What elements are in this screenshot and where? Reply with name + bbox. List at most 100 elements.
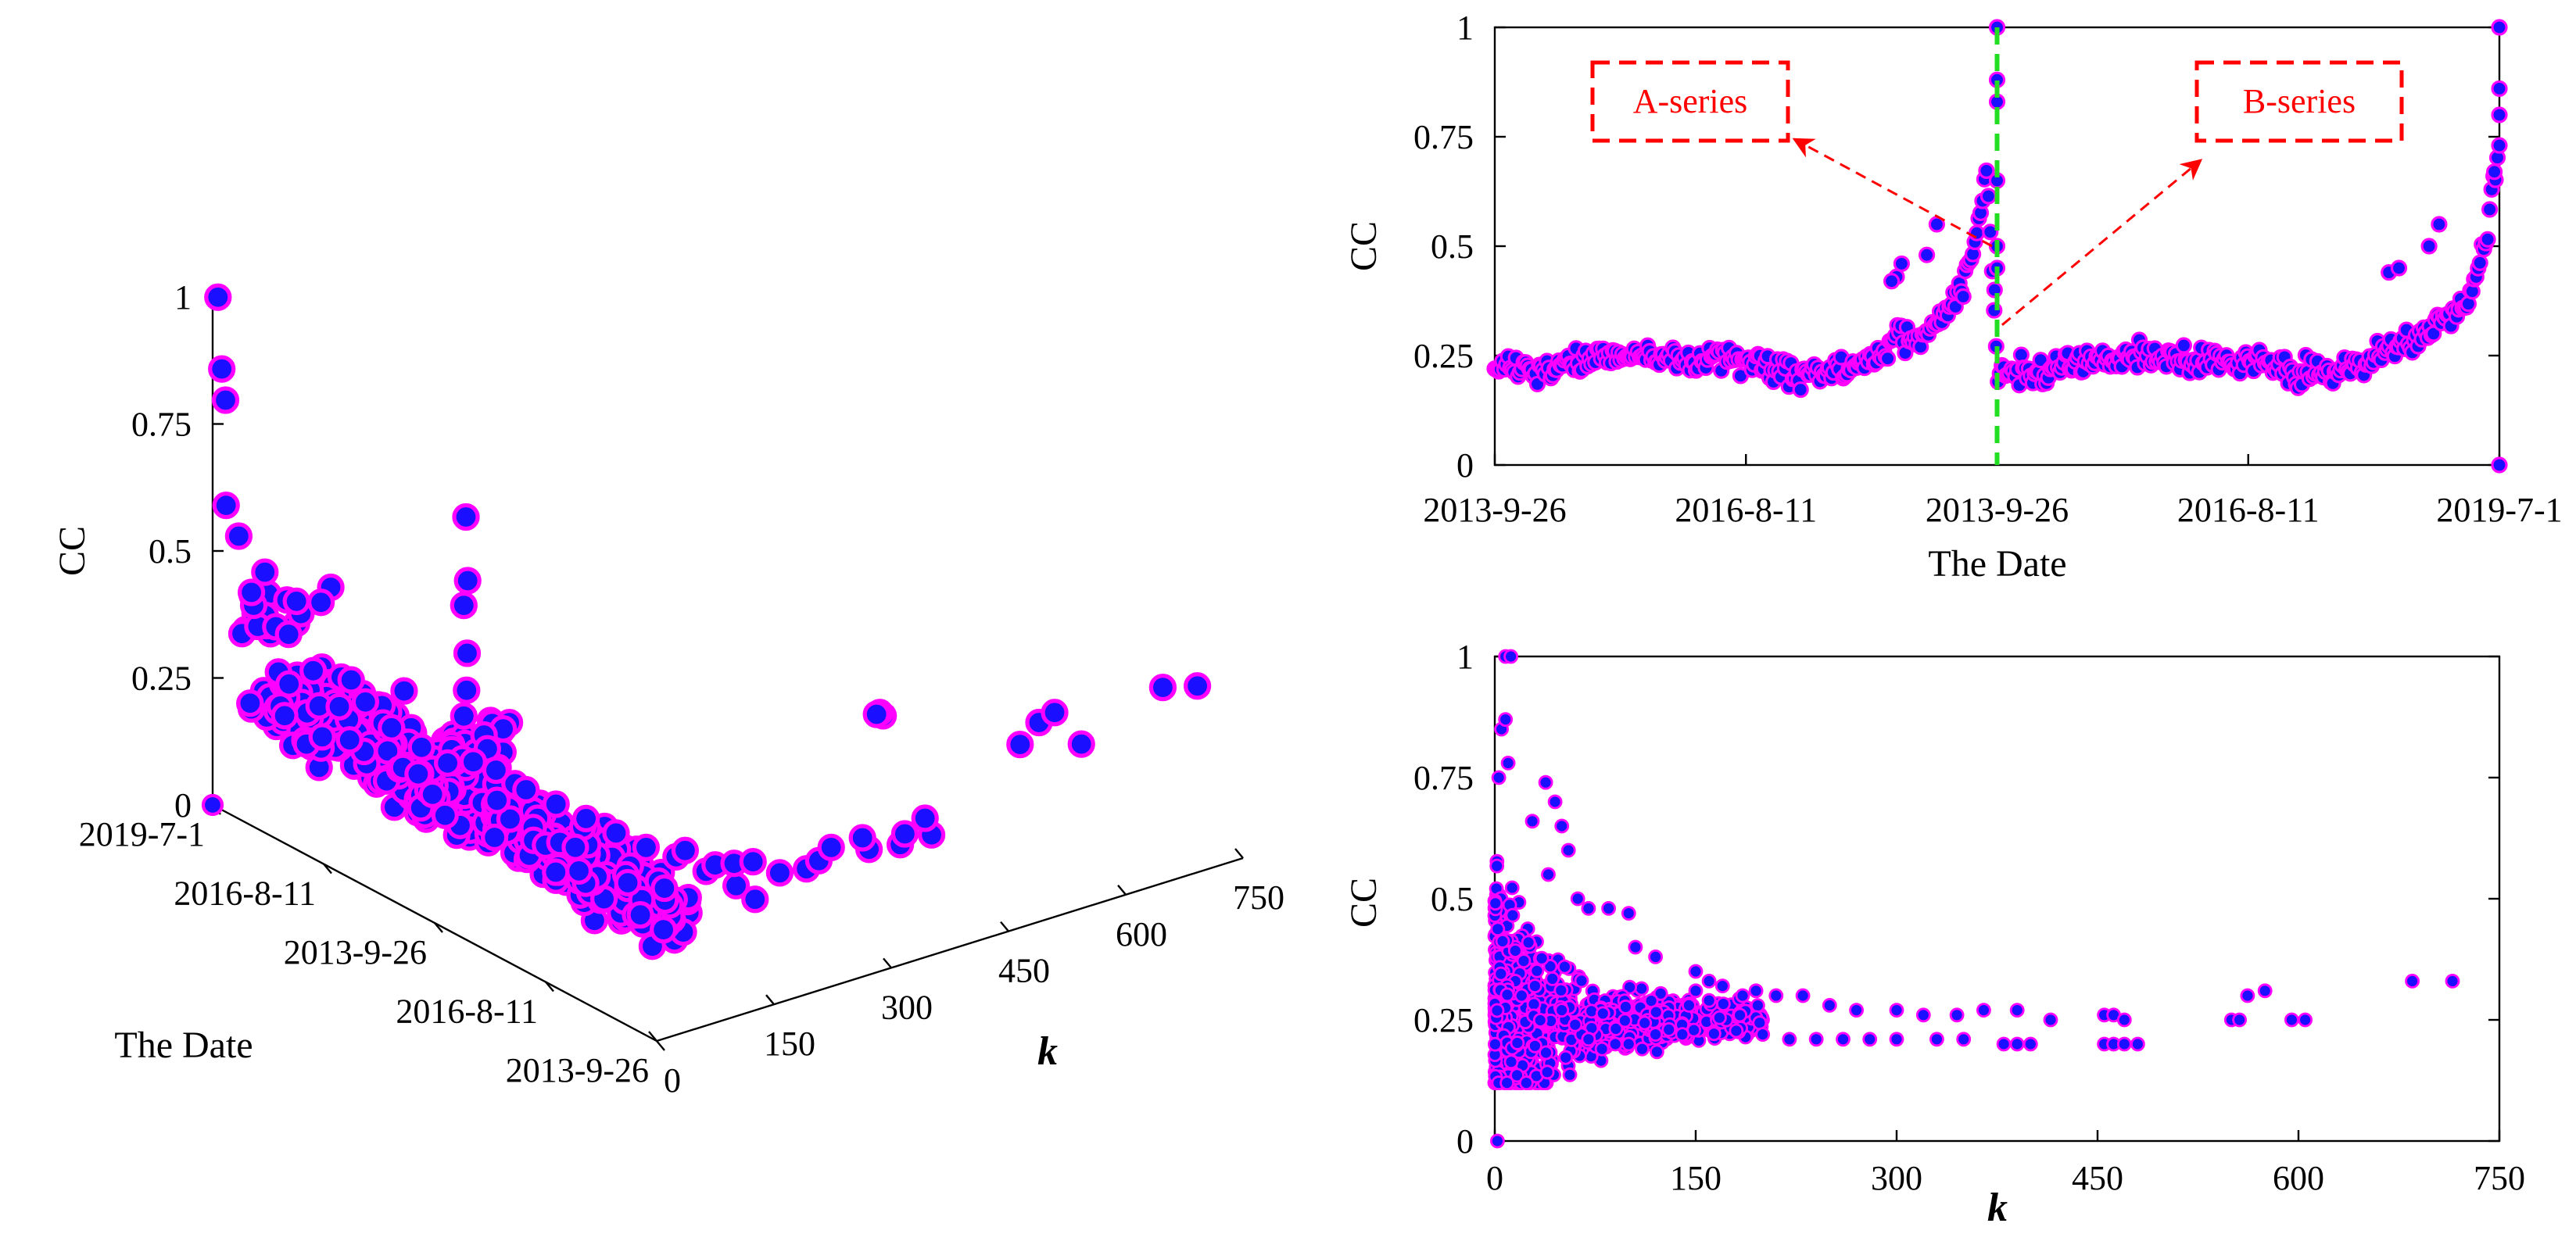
- scatter-3d-point: [404, 760, 432, 788]
- time-scatter-point: [1893, 255, 1910, 272]
- k-scatter-point: [1490, 1133, 1505, 1149]
- scatter-3d-point: [201, 793, 224, 817]
- time-scatter-point: [1792, 381, 1809, 399]
- k-scatter-point: [1528, 1038, 1542, 1053]
- k-scatter-point: [1617, 1013, 1632, 1028]
- time-scatter-point: [1986, 281, 2003, 299]
- k-scatter-point: [2445, 974, 2460, 989]
- k-tick-label: 750: [1233, 878, 1284, 917]
- time-x-tick-label: 2013-9-26: [1926, 491, 2069, 529]
- scatter-3d-point: [390, 677, 418, 705]
- k-scatter-point: [1915, 1007, 1931, 1023]
- k-scatter-point: [1574, 973, 1589, 989]
- k-scatter-point: [1729, 1023, 1744, 1039]
- k-scatter-point: [1681, 998, 1696, 1013]
- time-x-label: The Date: [1928, 543, 2066, 585]
- k-scatter-point: [1519, 1075, 1534, 1090]
- k-scatter-point: [2009, 1003, 2025, 1018]
- k-scatter-point: [1562, 1067, 1578, 1082]
- k-scatter-point: [2257, 983, 2273, 999]
- k-y-tick-label: 0: [1456, 1122, 1474, 1161]
- scatter-3d-point: [1183, 672, 1212, 700]
- k-scatter-point: [1504, 880, 1520, 896]
- k-scatter-point: [1581, 1032, 1596, 1047]
- k-x-tick-label: 150: [1670, 1159, 1722, 1197]
- k-scatter-point: [2232, 1012, 2248, 1028]
- time-scatter-point: [2479, 231, 2496, 248]
- scatter-3d-point: [337, 666, 365, 694]
- k-scatter-point: [1505, 907, 1521, 923]
- k-scatter-point: [1862, 1032, 1878, 1047]
- b-series-arrow: [2001, 159, 2203, 326]
- time-scatter-point: [2481, 201, 2499, 218]
- k-tick-mark: [1000, 921, 1009, 932]
- scatter-3d-point: [211, 386, 240, 414]
- k-y-label: CC: [1343, 878, 1385, 928]
- k-scatter-point: [1889, 1032, 1904, 1047]
- k-scatter-point: [1795, 988, 1811, 1003]
- k-scatter-point: [1601, 901, 1617, 916]
- k-scatter-point: [1648, 950, 1664, 964]
- k-scatter-point: [1621, 906, 1636, 921]
- k-scatter-point: [1768, 988, 1784, 1003]
- date-axis-ticks: 2013-9-26 2016-8-11 2013-9-26 2016-8-11 2019…: [79, 804, 665, 1089]
- k-scatter-point: [1510, 1035, 1525, 1050]
- time-scatter-point: [2491, 137, 2508, 154]
- b-series-label: B-series: [2243, 82, 2356, 120]
- k-scatter-point: [1715, 996, 1731, 1011]
- scatter-3d-point: [351, 688, 380, 716]
- k-scatter-point: [1628, 939, 1643, 955]
- scatter-3d-points: [201, 283, 1212, 960]
- k-scatter-point: [1547, 794, 1563, 810]
- k-scatter-point: [1688, 983, 1704, 999]
- k-scatter-point: [2116, 1012, 2132, 1028]
- scatter-3d-point: [650, 874, 679, 903]
- time-scatter-point: [1979, 188, 1997, 205]
- k-scatter-point: [2298, 1012, 2313, 1028]
- time-scatter-point: [2431, 216, 2448, 233]
- k-scatter-point: [1701, 993, 1717, 1008]
- k-axis-ticks: 0 150 300 450 600 750: [648, 848, 1284, 1100]
- scatter-3d-point: [817, 833, 845, 862]
- k-scatter-point: [1488, 1036, 1503, 1052]
- time-scatter-point: [2486, 163, 2503, 181]
- scatter-3d-point: [251, 558, 279, 586]
- annotation-b-series: B-series: [2194, 60, 2404, 143]
- k-scatter-point: [1500, 756, 1516, 771]
- z-tick-label: 0.75: [131, 406, 192, 444]
- scatter-3d-point: [561, 833, 589, 861]
- time-y-label: CC: [1343, 221, 1385, 271]
- k-scatter-point: [1836, 1032, 1850, 1047]
- scatter-3d-point: [1006, 730, 1034, 759]
- scatter-3d-point: [542, 858, 570, 886]
- date-tick-mark: [656, 1040, 665, 1051]
- k-tick-mark: [648, 1031, 657, 1042]
- chart-time: 00.250.50.751 2013-9-26 2016-8-11 2013-9-2…: [1343, 9, 2563, 585]
- k-scatter-point: [1570, 891, 1585, 907]
- time-scatter-points: [1486, 19, 2508, 474]
- k-axis-label: k: [1037, 1029, 1058, 1074]
- k-scatter-point: [1648, 1004, 1664, 1020]
- k-x-label: k: [1987, 1186, 2008, 1230]
- k-scatter-point: [1996, 1036, 2012, 1052]
- time-x-ticks: 2013-9-26 2016-8-11 2013-9-26 2016-8-11 2019…: [1423, 454, 2563, 529]
- scatter-3d-point: [765, 859, 794, 887]
- k-tick-label: 150: [764, 1025, 815, 1063]
- k-scatter-point: [1849, 1003, 1865, 1018]
- k-scatter-point: [1503, 1054, 1519, 1070]
- k-scatter-point: [1493, 966, 1509, 982]
- z-tick-label: 1: [174, 278, 192, 317]
- k-scatter-point: [1581, 901, 1596, 916]
- k-scatter-point: [2043, 1012, 2058, 1028]
- scatter-3d-point: [237, 578, 266, 606]
- k-scatter-point: [1956, 1032, 1972, 1047]
- k-scatter-point: [2009, 1036, 2025, 1052]
- k-x-tick-label: 0: [1486, 1159, 1503, 1197]
- a-series-box: [1590, 60, 1790, 143]
- k-x-ticks: 0 150 300 450 600 750: [1486, 1130, 2525, 1197]
- scatter-3d-point: [1148, 673, 1177, 702]
- k-scatter-point: [1929, 1032, 1944, 1047]
- annotation-a-series: A-series: [1590, 60, 1790, 143]
- k-tick-label: 450: [998, 952, 1050, 990]
